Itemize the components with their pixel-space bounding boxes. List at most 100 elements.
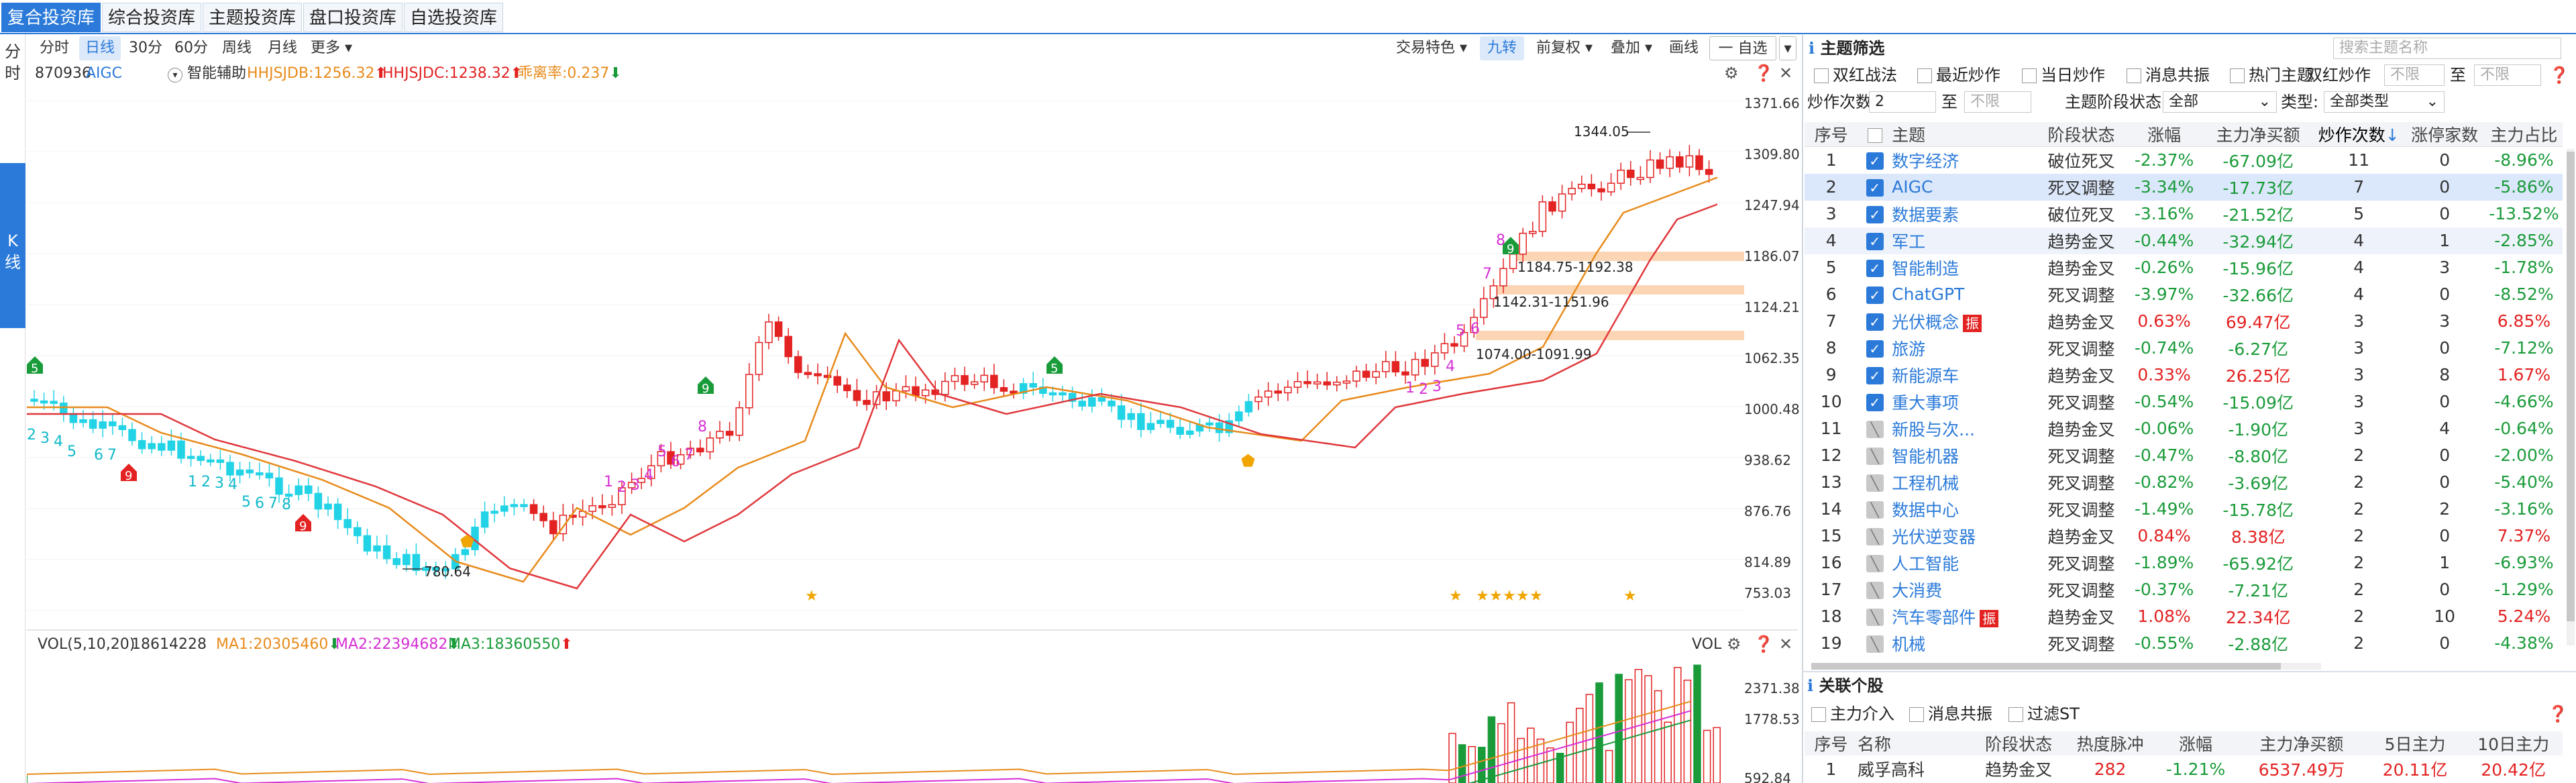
cell-theme[interactable]: 新能源车	[1892, 362, 2037, 388]
theme-row[interactable]: 19 ╲ 机械 死叉调整 -0.55% -2.88亿 2 0 -4.38%	[1805, 630, 2563, 657]
checkbox[interactable]	[1909, 707, 1924, 722]
col-chg[interactable]: 涨幅	[2154, 731, 2238, 755]
cell-theme[interactable]: 数据中心	[1892, 496, 2037, 523]
checkbox[interactable]	[2230, 68, 2245, 83]
stock-name[interactable]: AIGC	[86, 65, 122, 82]
overlay-dropdown[interactable]: 叠加 ▾	[1605, 36, 1658, 60]
settings-icon[interactable]: ⚙	[1727, 635, 1741, 654]
col-count[interactable]: 炒作次数↓	[2313, 122, 2404, 147]
col-chg[interactable]: 涨幅	[2125, 122, 2203, 147]
checkbox-disabled-icon[interactable]: ╲	[1866, 474, 1884, 492]
help-icon[interactable]: ❓	[1754, 635, 1774, 654]
scrollbar-thumb[interactable]	[1811, 663, 2281, 670]
col-net[interactable]: 主力净买额	[2202, 122, 2314, 147]
col-net[interactable]: 主力净买额	[2237, 731, 2366, 755]
view-fenshi[interactable]: 分 时	[5, 42, 21, 83]
view-kline[interactable]: K 线	[0, 163, 25, 328]
checkbox-checked-icon[interactable]: ✓	[1866, 340, 1884, 358]
cell-theme[interactable]: 机械	[1892, 630, 2037, 657]
checkbox[interactable]	[2022, 68, 2037, 83]
related-filter-st[interactable]: 过滤ST	[2008, 703, 2080, 725]
checkbox[interactable]	[1917, 68, 1932, 83]
filter-shuanghong[interactable]: 双红战法	[1814, 64, 1897, 86]
cell-check[interactable]: ╲	[1858, 415, 1892, 442]
col-limit[interactable]: 涨停家数	[2404, 122, 2485, 147]
cell-theme[interactable]: 光伏逆变器	[1892, 523, 2037, 550]
trade-feature-dropdown[interactable]: 交易特色 ▾	[1389, 36, 1474, 60]
theme-row[interactable]: 1 ✓ 数字经济 破位死叉 -2.37% -67.09亿 11 0 -8.96%	[1805, 147, 2563, 174]
cell-theme[interactable]: 智能制造	[1892, 254, 2037, 281]
col-seq[interactable]: 序号	[1805, 731, 1858, 755]
col-name[interactable]: 名称	[1857, 731, 1972, 755]
checkbox[interactable]	[1814, 68, 1829, 83]
checkbox-disabled-icon[interactable]: ╲	[1866, 609, 1884, 626]
related-filter-xiaoxi[interactable]: 消息共振	[1909, 703, 1992, 725]
col-10d[interactable]: 10日主力	[2464, 731, 2563, 755]
table-scrollbar[interactable]	[2567, 149, 2575, 645]
fuquan-dropdown[interactable]: 前复权 ▾	[1529, 36, 1599, 60]
checkbox-disabled-icon[interactable]: ╲	[1866, 635, 1884, 653]
theme-row[interactable]: 4 ✓ 军工 趋势金叉 -0.44% -32.94亿 4 1 -2.85%	[1805, 227, 2563, 254]
volume-chart[interactable]	[27, 655, 1744, 783]
tab-zixuan[interactable]: 自选投资库	[404, 3, 503, 32]
close-icon[interactable]: ✕	[1779, 64, 1793, 83]
col-seq[interactable]: 序号	[1805, 122, 1858, 147]
cell-check[interactable]: ✓	[1858, 201, 1892, 227]
theme-row[interactable]: 7 ✓ 光伏概念振趋势金叉 0.63% 69.47亿 3 3 6.85%	[1805, 308, 2563, 335]
cell-check[interactable]: ╲	[1858, 469, 1892, 496]
cell-theme[interactable]: 人工智能	[1892, 550, 2037, 576]
period-daily[interactable]: 日线	[79, 36, 121, 60]
help-icon[interactable]: ❓	[2549, 66, 2569, 85]
cell-theme[interactable]: 汽车零部件振	[1892, 603, 2037, 630]
scrollbar-thumb[interactable]	[2567, 152, 2575, 621]
checkbox-checked-icon[interactable]: ✓	[1866, 179, 1884, 197]
cell-check[interactable]: ✓	[1858, 254, 1892, 281]
theme-row[interactable]: 2 ✓ AIGC 死叉调整 -3.34% -17.73亿 7 0 -5.86%	[1805, 173, 2563, 201]
cell-theme[interactable]: 新股与次...	[1892, 415, 2037, 442]
period-weekly[interactable]: 周线	[221, 40, 252, 56]
theme-row[interactable]: 5 ✓ 智能制造 趋势金叉 -0.26% -15.96亿 4 3 -1.78%	[1805, 254, 2563, 281]
settings-icon[interactable]: ⚙	[1724, 64, 1739, 83]
cell-theme[interactable]: 重大事项	[1892, 388, 2037, 415]
checkbox-disabled-icon[interactable]: ╲	[1866, 501, 1884, 519]
col-pct[interactable]: 主力占比	[2485, 122, 2563, 147]
cell-check[interactable]: ✓	[1858, 173, 1892, 201]
col-stage[interactable]: 阶段状态	[1971, 731, 2067, 755]
cell-theme[interactable]: 数字经济	[1892, 147, 2037, 174]
checkbox-checked-icon[interactable]: ✓	[1866, 206, 1884, 223]
cell-theme[interactable]: 数据要素	[1892, 201, 2037, 227]
add-watchlist-button[interactable]: 一 自选	[1709, 36, 1776, 60]
period-monthly[interactable]: 月线	[267, 40, 297, 56]
checkbox[interactable]	[2008, 707, 2023, 722]
cell-check[interactable]: ✓	[1858, 147, 1892, 174]
tab-pankou[interactable]: 盘口投资库	[303, 3, 402, 32]
jiuzhuan-button[interactable]: 九转	[1480, 36, 1524, 60]
related-row[interactable]: 1 威孚高科 趋势金叉 282 -1.21% 6537.49万 20.11亿 2…	[1805, 755, 2563, 782]
theme-row[interactable]: 16 ╲ 人工智能 死叉调整 -1.89% -65.92亿 2 1 -6.93%	[1805, 550, 2563, 576]
double-red-max[interactable]: 不限	[2474, 64, 2541, 86]
theme-row[interactable]: 9 ✓ 新能源车 趋势金叉 0.33% 26.25亿 3 8 1.67%	[1805, 362, 2563, 388]
filter-remen[interactable]: 热门主题	[2230, 64, 2313, 86]
close-icon[interactable]: ✕	[1779, 635, 1793, 654]
draw-line-button[interactable]: 画线	[1668, 40, 1699, 56]
cell-theme[interactable]: 旅游	[1892, 335, 2037, 362]
theme-row[interactable]: 17 ╲ 大消费 死叉调整 -0.37% -7.21亿 2 0 -1.29%	[1805, 576, 2563, 603]
cell-theme[interactable]: 军工	[1892, 227, 2037, 254]
h-scrollbar[interactable]	[1811, 663, 2321, 670]
theme-row[interactable]: 12 ╲ 智能机器 死叉调整 -0.47% -8.80亿 2 0 -2.00%	[1805, 442, 2563, 469]
period-60min[interactable]: 60分	[174, 40, 208, 56]
theme-row[interactable]: 8 ✓ 旅游 死叉调整 -0.74% -6.27亿 3 0 -7.12%	[1805, 335, 2563, 362]
theme-row[interactable]: 3 ✓ 数据要素 破位死叉 -3.16% -21.52亿 5 0 -13.52%	[1805, 201, 2563, 227]
checkbox-checked-icon[interactable]: ✓	[1866, 286, 1884, 304]
cell-theme[interactable]: 智能机器	[1892, 442, 2037, 469]
checkbox[interactable]	[2127, 68, 2141, 83]
theme-row[interactable]: 15 ╲ 光伏逆变器 趋势金叉 0.84% 8.38亿 2 0 7.37%	[1805, 523, 2563, 550]
double-red-min[interactable]: 不限	[2384, 64, 2445, 86]
col-stage[interactable]: 阶段状态	[2037, 122, 2126, 147]
col-check[interactable]	[1858, 122, 1892, 147]
theme-row[interactable]: 6 ✓ ChatGPT 死叉调整 -3.97% -32.66亿 4 0 -8.52%	[1805, 281, 2563, 308]
help-icon[interactable]: ❓	[2548, 704, 2568, 723]
help-icon[interactable]: ❓	[1754, 64, 1774, 83]
cell-check[interactable]: ╲	[1858, 523, 1892, 550]
checkbox-disabled-icon[interactable]: ╲	[1866, 555, 1884, 572]
